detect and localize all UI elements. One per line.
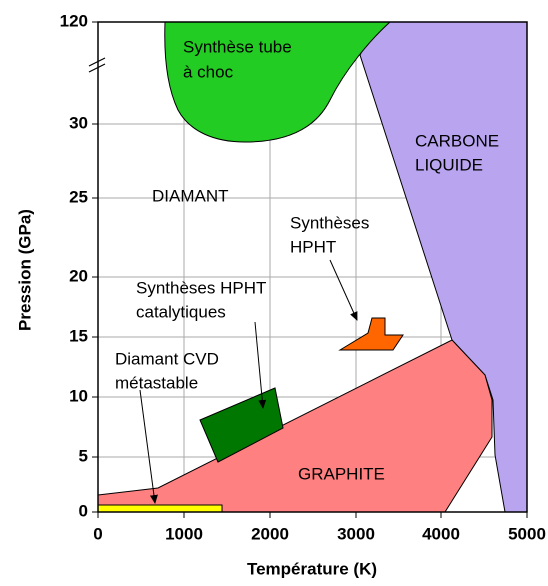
region-label: Diamant CVD: [115, 349, 219, 368]
y-tick-label: 5: [79, 446, 88, 465]
y-tick-label: 15: [69, 326, 88, 345]
region-label: métastable: [115, 373, 198, 392]
x-tick-label: 1000: [165, 524, 203, 543]
hpht-region: [338, 317, 404, 351]
y-tick-label: 20: [69, 266, 88, 285]
region-label: CARBONE: [415, 131, 499, 150]
y-axis-label: Pression (GPa): [15, 209, 34, 331]
y-tick-label: 120: [60, 11, 88, 30]
x-tick-label: 2000: [251, 524, 289, 543]
y-tick-label: 25: [69, 187, 88, 206]
shock-tube-region: [164, 21, 392, 143]
region-label: GRAPHITE: [298, 464, 385, 483]
x-tick-label: 3000: [337, 524, 375, 543]
axis-break: [88, 57, 106, 67]
plot-frame: [97, 21, 528, 513]
region-label: catalytiques: [136, 302, 226, 321]
y-tick-label: 10: [69, 386, 88, 405]
region-label: DIAMANT: [152, 186, 229, 205]
arrow: [329, 259, 358, 321]
region-label: HPHT: [290, 237, 336, 256]
region-label: à choc: [183, 62, 234, 81]
x-axis-label: Température (K): [247, 559, 377, 578]
region-label: LIQUIDE: [415, 155, 483, 174]
y-tick-label: 0: [79, 501, 88, 520]
x-tick-label: 0: [93, 524, 102, 543]
arrow: [139, 389, 158, 504]
axis-break: [88, 63, 106, 73]
region-label: Synthèses HPHT: [136, 278, 266, 297]
x-tick-label: 5000: [508, 524, 546, 543]
x-tick-label: 4000: [422, 524, 460, 543]
region-label: Synthèse tube: [183, 37, 292, 56]
arrow: [254, 321, 267, 409]
y-tick-label: 30: [69, 113, 88, 132]
cvd-region: [97, 504, 223, 513]
ticks: 0 1000 2000 3000 4000 5000 0 5 10 15 20 25 30 120: [60, 11, 546, 543]
region-label: Synthèses: [290, 213, 369, 232]
